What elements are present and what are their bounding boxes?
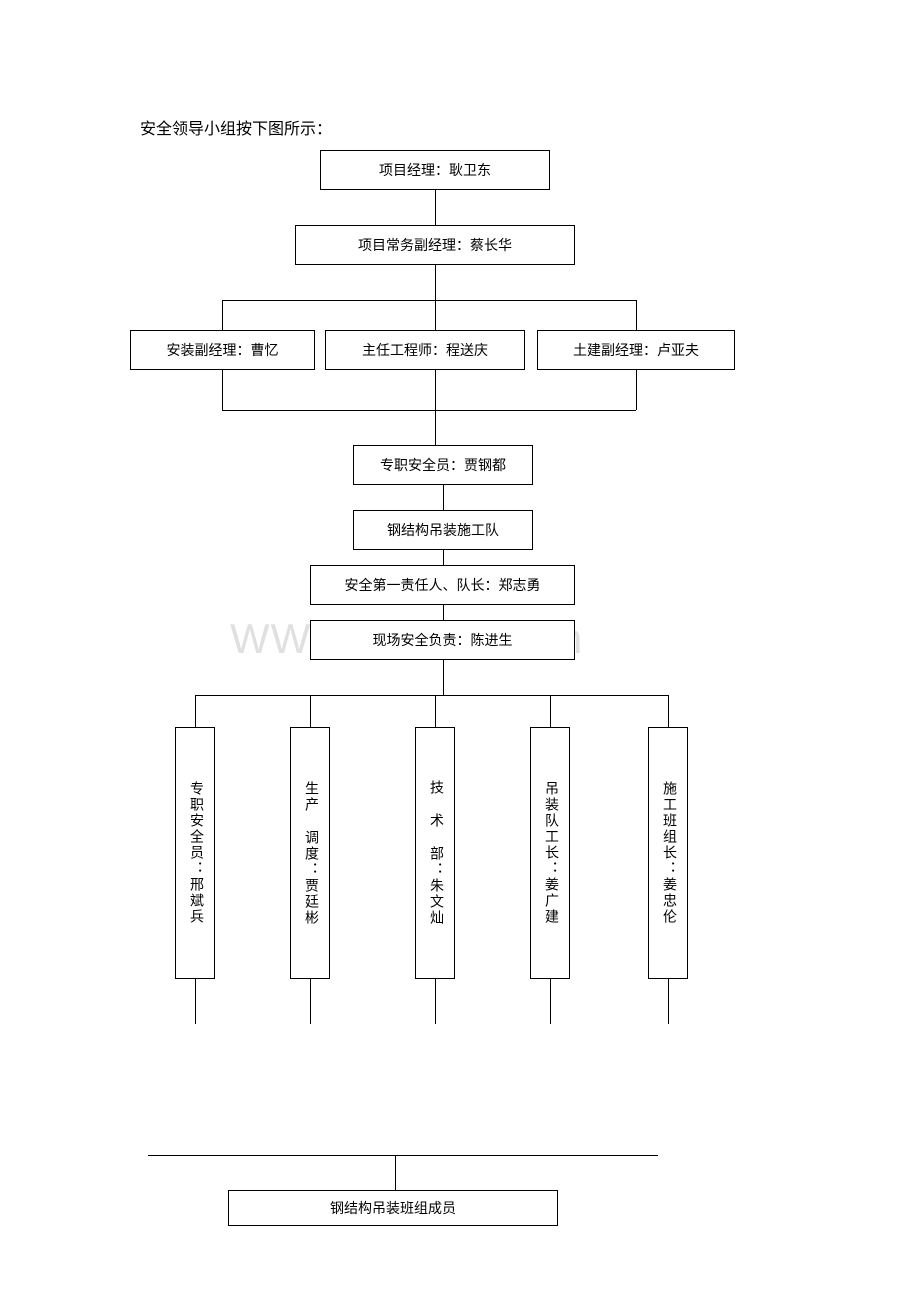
connector-c8v4 <box>550 979 551 1024</box>
box-level1: 项目经理：耿卫东 <box>320 150 550 190</box>
connector-c3h <box>222 410 636 411</box>
vbox-4: 吊装队工长：姜广建 <box>530 727 570 979</box>
connector-c5 <box>443 550 444 565</box>
box-level4: 专职安全员：贾钢都 <box>353 445 533 485</box>
connector-c9h <box>148 1155 658 1156</box>
vbox-1: 专职安全员：邢斌兵 <box>175 727 215 979</box>
vbox-5: 施工班组长：姜忠伦 <box>648 727 688 979</box>
connector-c8v1 <box>195 979 196 1024</box>
connector-c3v3 <box>636 370 637 410</box>
box-bottom: 钢结构吊装班组成员 <box>228 1190 558 1226</box>
connector-c2h <box>222 300 636 301</box>
page-title: 安全领导小组按下图所示： <box>140 115 332 139</box>
connector-c9v <box>395 1155 396 1190</box>
connector-c8v3 <box>435 979 436 1024</box>
box-level2: 项目常务副经理：蔡长华 <box>295 225 575 265</box>
connector-c7v1 <box>195 695 196 727</box>
connector-c7v3 <box>435 695 436 727</box>
connector-c3v2 <box>435 370 436 445</box>
connector-c3v1 <box>222 370 223 410</box>
box-level3-1: 安装副经理：曹忆 <box>130 330 315 370</box>
connector-c7v4 <box>550 695 551 727</box>
box-level5: 钢结构吊装施工队 <box>353 510 533 550</box>
connector-c7h <box>195 695 668 696</box>
vbox-3: 技 术 部：朱文灿 <box>415 727 455 979</box>
connector-c2v3 <box>636 300 637 330</box>
connector-c6 <box>443 605 444 620</box>
connector-c8v2 <box>310 979 311 1024</box>
box-level6: 安全第一责任人、队长：郑志勇 <box>310 565 575 605</box>
connector-c2v1 <box>222 300 223 330</box>
connector-c7 <box>443 660 444 695</box>
connector-c2v2 <box>435 300 436 330</box>
box-level3-3: 土建副经理：卢亚夫 <box>537 330 735 370</box>
connector-c2 <box>435 265 436 300</box>
box-level7: 现场安全负责：陈进生 <box>310 620 575 660</box>
connector-c8v5 <box>668 979 669 1024</box>
connector-c1 <box>435 190 436 225</box>
box-level3-2: 主任工程师：程送庆 <box>325 330 525 370</box>
vbox-2: 生产 调度：贾廷彬 <box>290 727 330 979</box>
connector-c4 <box>443 485 444 510</box>
connector-c7v2 <box>310 695 311 727</box>
connector-c7v5 <box>668 695 669 727</box>
